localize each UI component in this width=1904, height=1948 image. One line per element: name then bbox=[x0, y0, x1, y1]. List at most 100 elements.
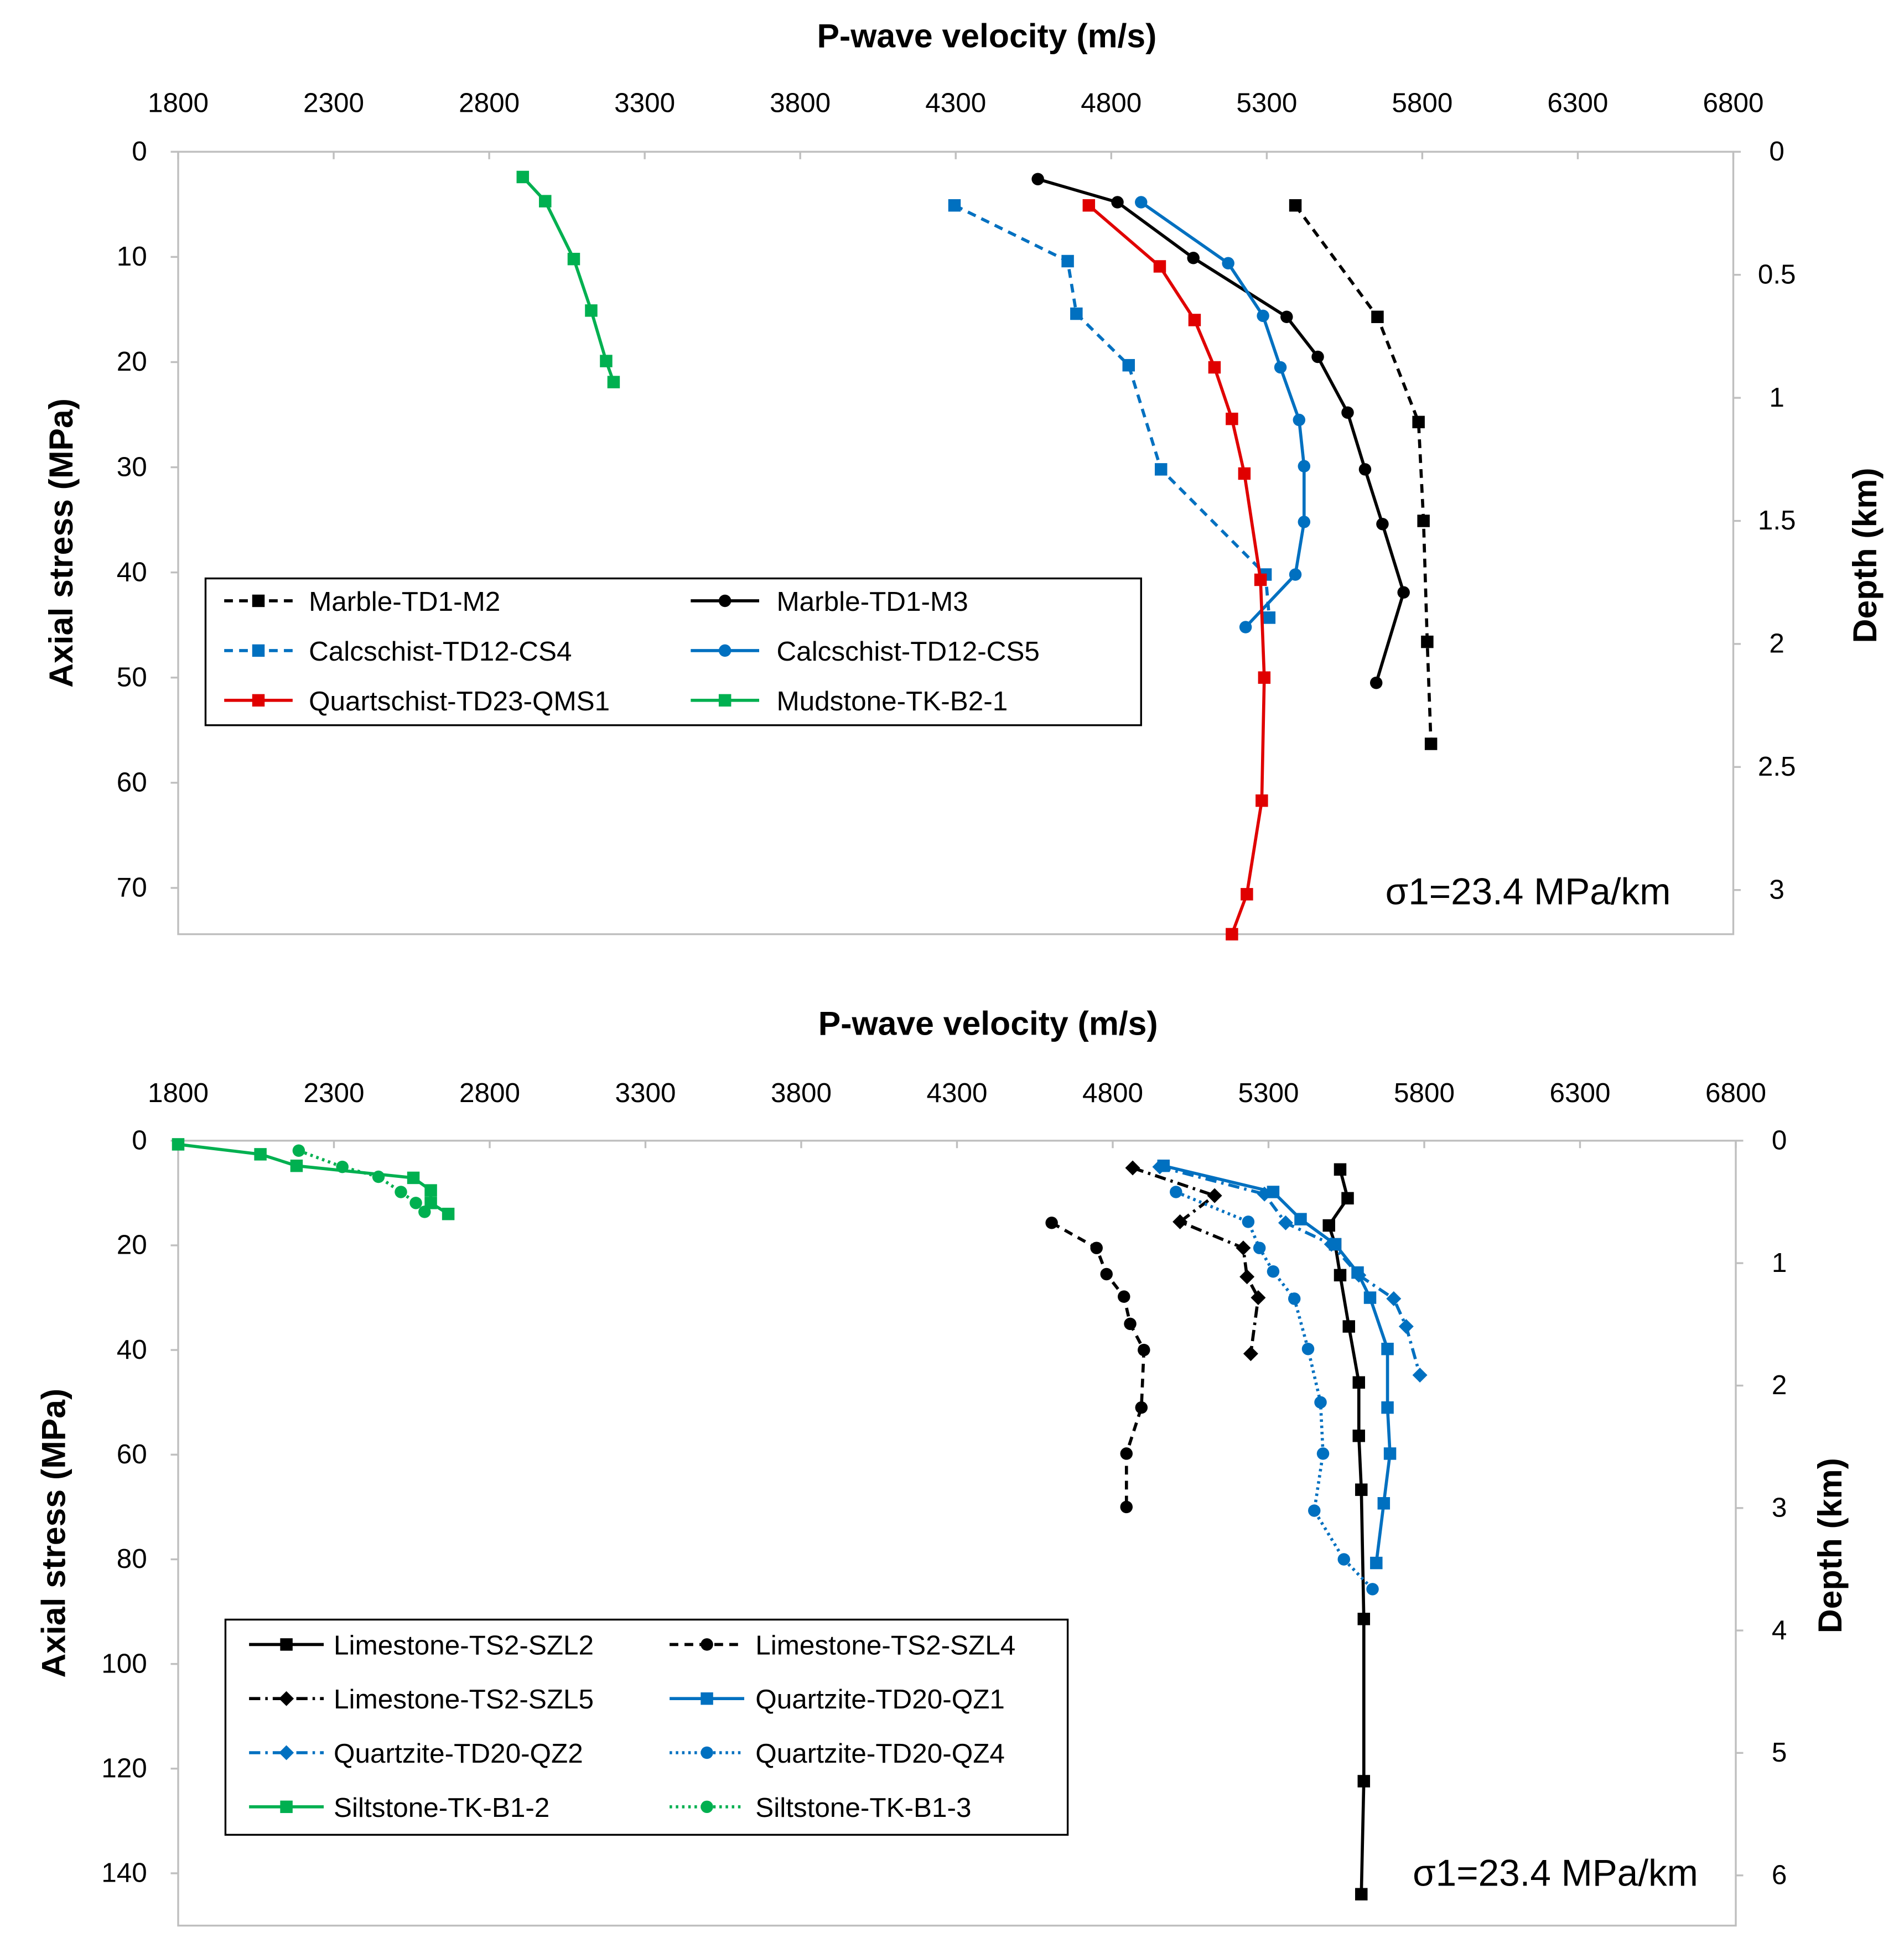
y-tick-label: 20 bbox=[117, 346, 147, 377]
data-point-circle bbox=[1311, 350, 1324, 363]
gradient-annotation: σ1=23.4 MPa/km bbox=[1386, 871, 1671, 913]
data-point-circle bbox=[372, 1170, 385, 1183]
data-point-circle bbox=[418, 1206, 431, 1218]
data-point-square bbox=[424, 1197, 437, 1209]
y2-tick-label: 5 bbox=[1772, 1737, 1787, 1768]
data-point-square bbox=[1417, 515, 1430, 527]
data-point-circle bbox=[1138, 1343, 1150, 1357]
legend-item: Marble-TD1-M3 bbox=[691, 586, 968, 617]
series-limestone-ts2-szl2 bbox=[1322, 1163, 1371, 1901]
data-point-circle bbox=[1120, 1500, 1133, 1514]
data-point-circle bbox=[1239, 621, 1252, 633]
data-point-square bbox=[254, 1148, 267, 1161]
legend-label: Quartzite-TD20-QZ1 bbox=[755, 1684, 1005, 1715]
series-siltstone-tk-b1-2 bbox=[172, 1138, 455, 1220]
data-point-square bbox=[1383, 1447, 1397, 1460]
x-tick-label: 4300 bbox=[926, 1078, 987, 1108]
data-point-square bbox=[567, 252, 580, 266]
data-point-circle bbox=[1045, 1217, 1058, 1229]
y-tick-label: 120 bbox=[101, 1753, 147, 1784]
data-point-circle bbox=[1369, 677, 1383, 689]
data-point-square bbox=[407, 1171, 420, 1185]
x-tick-label: 2800 bbox=[459, 87, 520, 118]
y-tick-label: 60 bbox=[117, 767, 147, 798]
legend-box bbox=[204, 577, 1142, 726]
legend-item: Quartzite-TD20-QZ2 bbox=[249, 1738, 583, 1769]
data-point-circle bbox=[1308, 1504, 1321, 1517]
series-line bbox=[953, 204, 1271, 618]
legend-item: Siltstone-TK-B1-2 bbox=[249, 1793, 549, 1823]
legend-label: Marble-TD1-M2 bbox=[309, 586, 500, 617]
data-point-square bbox=[1412, 415, 1425, 429]
data-point-square bbox=[539, 195, 552, 207]
legend-label: Limestone-TS2-SZL2 bbox=[334, 1630, 594, 1660]
series-line bbox=[1037, 178, 1405, 684]
y2-tick-label: 1 bbox=[1772, 1248, 1787, 1278]
data-point-square bbox=[1070, 307, 1083, 320]
series-line bbox=[1159, 1165, 1421, 1376]
series-quartzite-td20-qz4 bbox=[1170, 1186, 1379, 1596]
x-tick-label: 6300 bbox=[1547, 87, 1608, 118]
data-point-circle bbox=[1301, 1342, 1315, 1355]
x-tick-label: 6800 bbox=[1703, 87, 1763, 118]
legend-item: Quartzite-TD20-QZ4 bbox=[670, 1738, 1005, 1769]
x-tick-label: 6300 bbox=[1549, 1078, 1610, 1108]
data-point-square bbox=[607, 376, 620, 388]
y-tick-label: 80 bbox=[117, 1544, 147, 1574]
series-line bbox=[1051, 1221, 1146, 1507]
series-line bbox=[298, 1149, 426, 1213]
x-tick-label: 3300 bbox=[614, 87, 675, 118]
x-tick-label: 5300 bbox=[1236, 87, 1297, 118]
data-point-circle bbox=[718, 644, 731, 657]
y-tick-label: 100 bbox=[101, 1648, 147, 1679]
data-point-circle bbox=[292, 1144, 305, 1157]
data-point-square bbox=[1238, 467, 1251, 480]
y2-axis-title: Depth (km) bbox=[1846, 467, 1884, 643]
legend-item: Quartzite-TD20-QZ1 bbox=[670, 1684, 1005, 1715]
x-tick-label: 2300 bbox=[303, 87, 364, 118]
y-tick-label: 0 bbox=[132, 1125, 147, 1156]
data-point-square bbox=[948, 199, 961, 212]
y-tick-label: 40 bbox=[117, 557, 147, 587]
y2-tick-label: 0 bbox=[1772, 1125, 1787, 1156]
y2-axis-title: Depth (km) bbox=[1811, 1458, 1849, 1633]
data-point-square bbox=[1371, 310, 1384, 323]
data-point-square bbox=[1289, 199, 1302, 212]
data-point-square bbox=[252, 594, 265, 607]
data-point-square bbox=[1355, 1888, 1368, 1901]
legend-box bbox=[224, 1618, 1069, 1836]
series-limestone-ts2-szl4 bbox=[1045, 1217, 1150, 1514]
legend-label: Marble-TD1-M3 bbox=[776, 586, 968, 617]
x-axis-title: P-wave velocity (m/s) bbox=[818, 1005, 1158, 1042]
data-point-circle bbox=[1289, 568, 1302, 581]
data-point-square bbox=[600, 355, 613, 367]
data-point-square bbox=[252, 694, 265, 707]
data-point-circle bbox=[1366, 1583, 1379, 1596]
data-point-square bbox=[1352, 1429, 1366, 1442]
data-point-circle bbox=[1267, 1265, 1280, 1278]
x-tick-label: 5800 bbox=[1392, 87, 1452, 118]
y-tick-label: 40 bbox=[117, 1334, 147, 1365]
y2-tick-label: 0.5 bbox=[1758, 259, 1796, 289]
series-quartschist-td23-qms1 bbox=[1082, 199, 1271, 941]
data-point-circle bbox=[1298, 516, 1311, 528]
data-point-square bbox=[1424, 737, 1438, 750]
data-point-square bbox=[1334, 1269, 1347, 1282]
data-point-circle bbox=[1337, 1553, 1350, 1566]
y2-tick-label: 6 bbox=[1772, 1859, 1787, 1890]
data-point-square bbox=[1254, 573, 1267, 586]
data-point-circle bbox=[1288, 1292, 1301, 1305]
data-point-circle bbox=[1090, 1241, 1103, 1254]
data-point-circle bbox=[1397, 586, 1410, 599]
data-point-square bbox=[1352, 1376, 1366, 1389]
data-point-circle bbox=[1031, 173, 1044, 185]
legend-label: Quartzite-TD20-QZ4 bbox=[755, 1738, 1005, 1769]
data-point-square bbox=[1363, 1291, 1377, 1304]
x-tick-label: 6800 bbox=[1705, 1078, 1766, 1108]
legend-item: Calcschist-TD12-CS4 bbox=[224, 636, 572, 667]
x-tick-label: 3800 bbox=[770, 87, 831, 118]
data-point-circle bbox=[409, 1197, 422, 1209]
x-tick-label: 4800 bbox=[1081, 87, 1142, 118]
y2-tick-label: 1 bbox=[1769, 382, 1784, 413]
